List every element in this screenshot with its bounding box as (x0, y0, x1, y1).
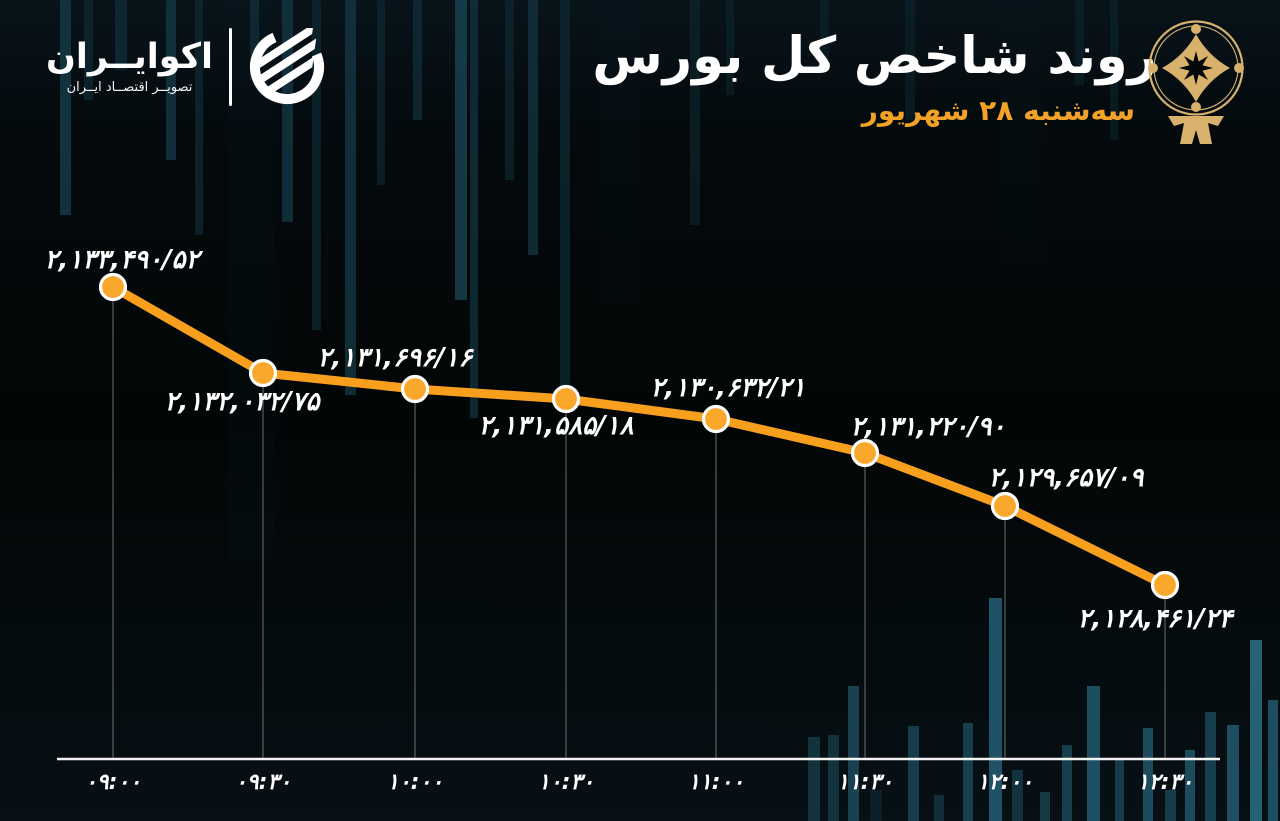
page-date: سه‌شنبه ۲۸ شهریور (861, 94, 1135, 128)
bg-bar-bottom (1115, 760, 1124, 821)
value-label: ۲,۱۳۰,۶۳۲/۲۱ (651, 373, 806, 403)
bg-bar-top (1110, 0, 1118, 140)
title-block: روند شاخص کل بورس سه‌شنبه ۲۸ شهریور (592, 28, 1157, 127)
brand-divider (229, 28, 233, 106)
bg-bar-top (195, 0, 203, 235)
bg-bar-top (600, 0, 640, 300)
bg-bar-bottom (870, 790, 882, 821)
bg-bar-bottom (963, 723, 973, 821)
data-point (850, 438, 880, 468)
bg-bar-bottom (828, 735, 839, 821)
page-title: روند شاخص کل بورس (592, 27, 1157, 86)
bg-bar-top (166, 0, 176, 160)
bg-bar-bottom (1012, 770, 1023, 821)
bg-bar-top (820, 0, 829, 70)
value-label: ۲,۱۳۲,۰۳۲/۷۵ (165, 387, 322, 417)
value-label: ۲,۱۳۱,۵۸۵/۱۸ (479, 411, 634, 441)
brand-name: اکوایــران (46, 36, 214, 77)
value-label: ۲,۱۳۱,۲۲۰/۹۰ (851, 412, 1006, 442)
bg-bar-top (1075, 0, 1084, 85)
bg-bar-top (726, 0, 734, 95)
data-point (551, 384, 581, 414)
ecoiran-logo-icon (250, 28, 324, 104)
data-point (990, 491, 1020, 521)
bg-bar-top (250, 0, 259, 80)
tse-emblem-icon (1148, 20, 1244, 144)
data-point (1150, 570, 1180, 600)
bg-bar-bottom (989, 598, 1002, 821)
x-axis-label: ۱۱:۰۰ (688, 770, 744, 795)
bg-bar-top (282, 0, 293, 222)
bg-bar-bottom (1185, 750, 1195, 821)
bg-bar-top (84, 0, 93, 100)
bg-bar-top (413, 0, 422, 120)
bg-bar-bottom (1143, 728, 1153, 821)
bg-bar-bottom (1250, 640, 1262, 821)
trend-line (108, 282, 1170, 590)
data-point (248, 358, 278, 388)
x-axis-label: ۱۱:۳۰ (837, 770, 893, 795)
bg-bar-top (312, 0, 321, 330)
value-label: ۲,۱۲۸,۴۶۱/۲۴ (1078, 604, 1236, 634)
bg-bar-top (470, 0, 478, 418)
x-axis-label: ۱۰:۰۰ (387, 770, 443, 795)
value-label: ۲,۱۲۹,۶۵۷/۰۹ (989, 463, 1145, 493)
value-label: ۲,۱۳۳,۴۹۰/۵۲ (45, 245, 204, 275)
bg-bar-bottom (1268, 700, 1278, 821)
bg-bar-top (115, 0, 127, 70)
bg-bar-top (455, 0, 467, 300)
bg-bar-top (690, 0, 700, 225)
bg-bar-top (905, 0, 915, 120)
bg-bar-top (560, 0, 570, 400)
x-axis-label: ۱۲:۳۰ (1137, 770, 1193, 795)
bg-bar-top (505, 0, 514, 180)
bg-bar-top (345, 0, 356, 395)
x-axis-label: ۰۹:۳۰ (235, 770, 291, 795)
brand-tagline: تصویــر اقتصــاد ایــران (66, 80, 193, 96)
bg-bar-top (528, 0, 538, 255)
bg-bar-bottom (934, 795, 944, 821)
x-axis-label: ۰۹:۰۰ (85, 770, 141, 795)
bg-bar-bottom (848, 686, 859, 821)
bg-bar-bottom (1205, 712, 1216, 821)
data-point (400, 374, 430, 404)
data-point (98, 272, 128, 302)
brand-text: اکوایــران تصویــر اقتصــاد ایــران (46, 36, 214, 96)
brand-logo: اکوایــران تصویــر اقتصــاد ایــران (46, 28, 326, 106)
bg-bar-top (1000, 0, 1042, 260)
value-label: ۲,۱۳۱,۶۹۶/۱۶ (318, 343, 475, 373)
data-point (701, 404, 731, 434)
bg-bar-top (377, 0, 385, 185)
x-axis-label: ۱۲:۰۰ (977, 770, 1033, 795)
bg-bar-bottom (1087, 686, 1100, 821)
bg-bar-bottom (1227, 725, 1239, 821)
bg-bar-top (60, 0, 71, 215)
x-axis-label: ۱۰:۳۰ (538, 770, 594, 795)
bg-bar-bottom (1040, 792, 1050, 821)
bg-bar-bottom (1165, 790, 1176, 821)
bg-bar-bottom (908, 726, 919, 821)
bg-bar-bottom (1062, 745, 1072, 821)
